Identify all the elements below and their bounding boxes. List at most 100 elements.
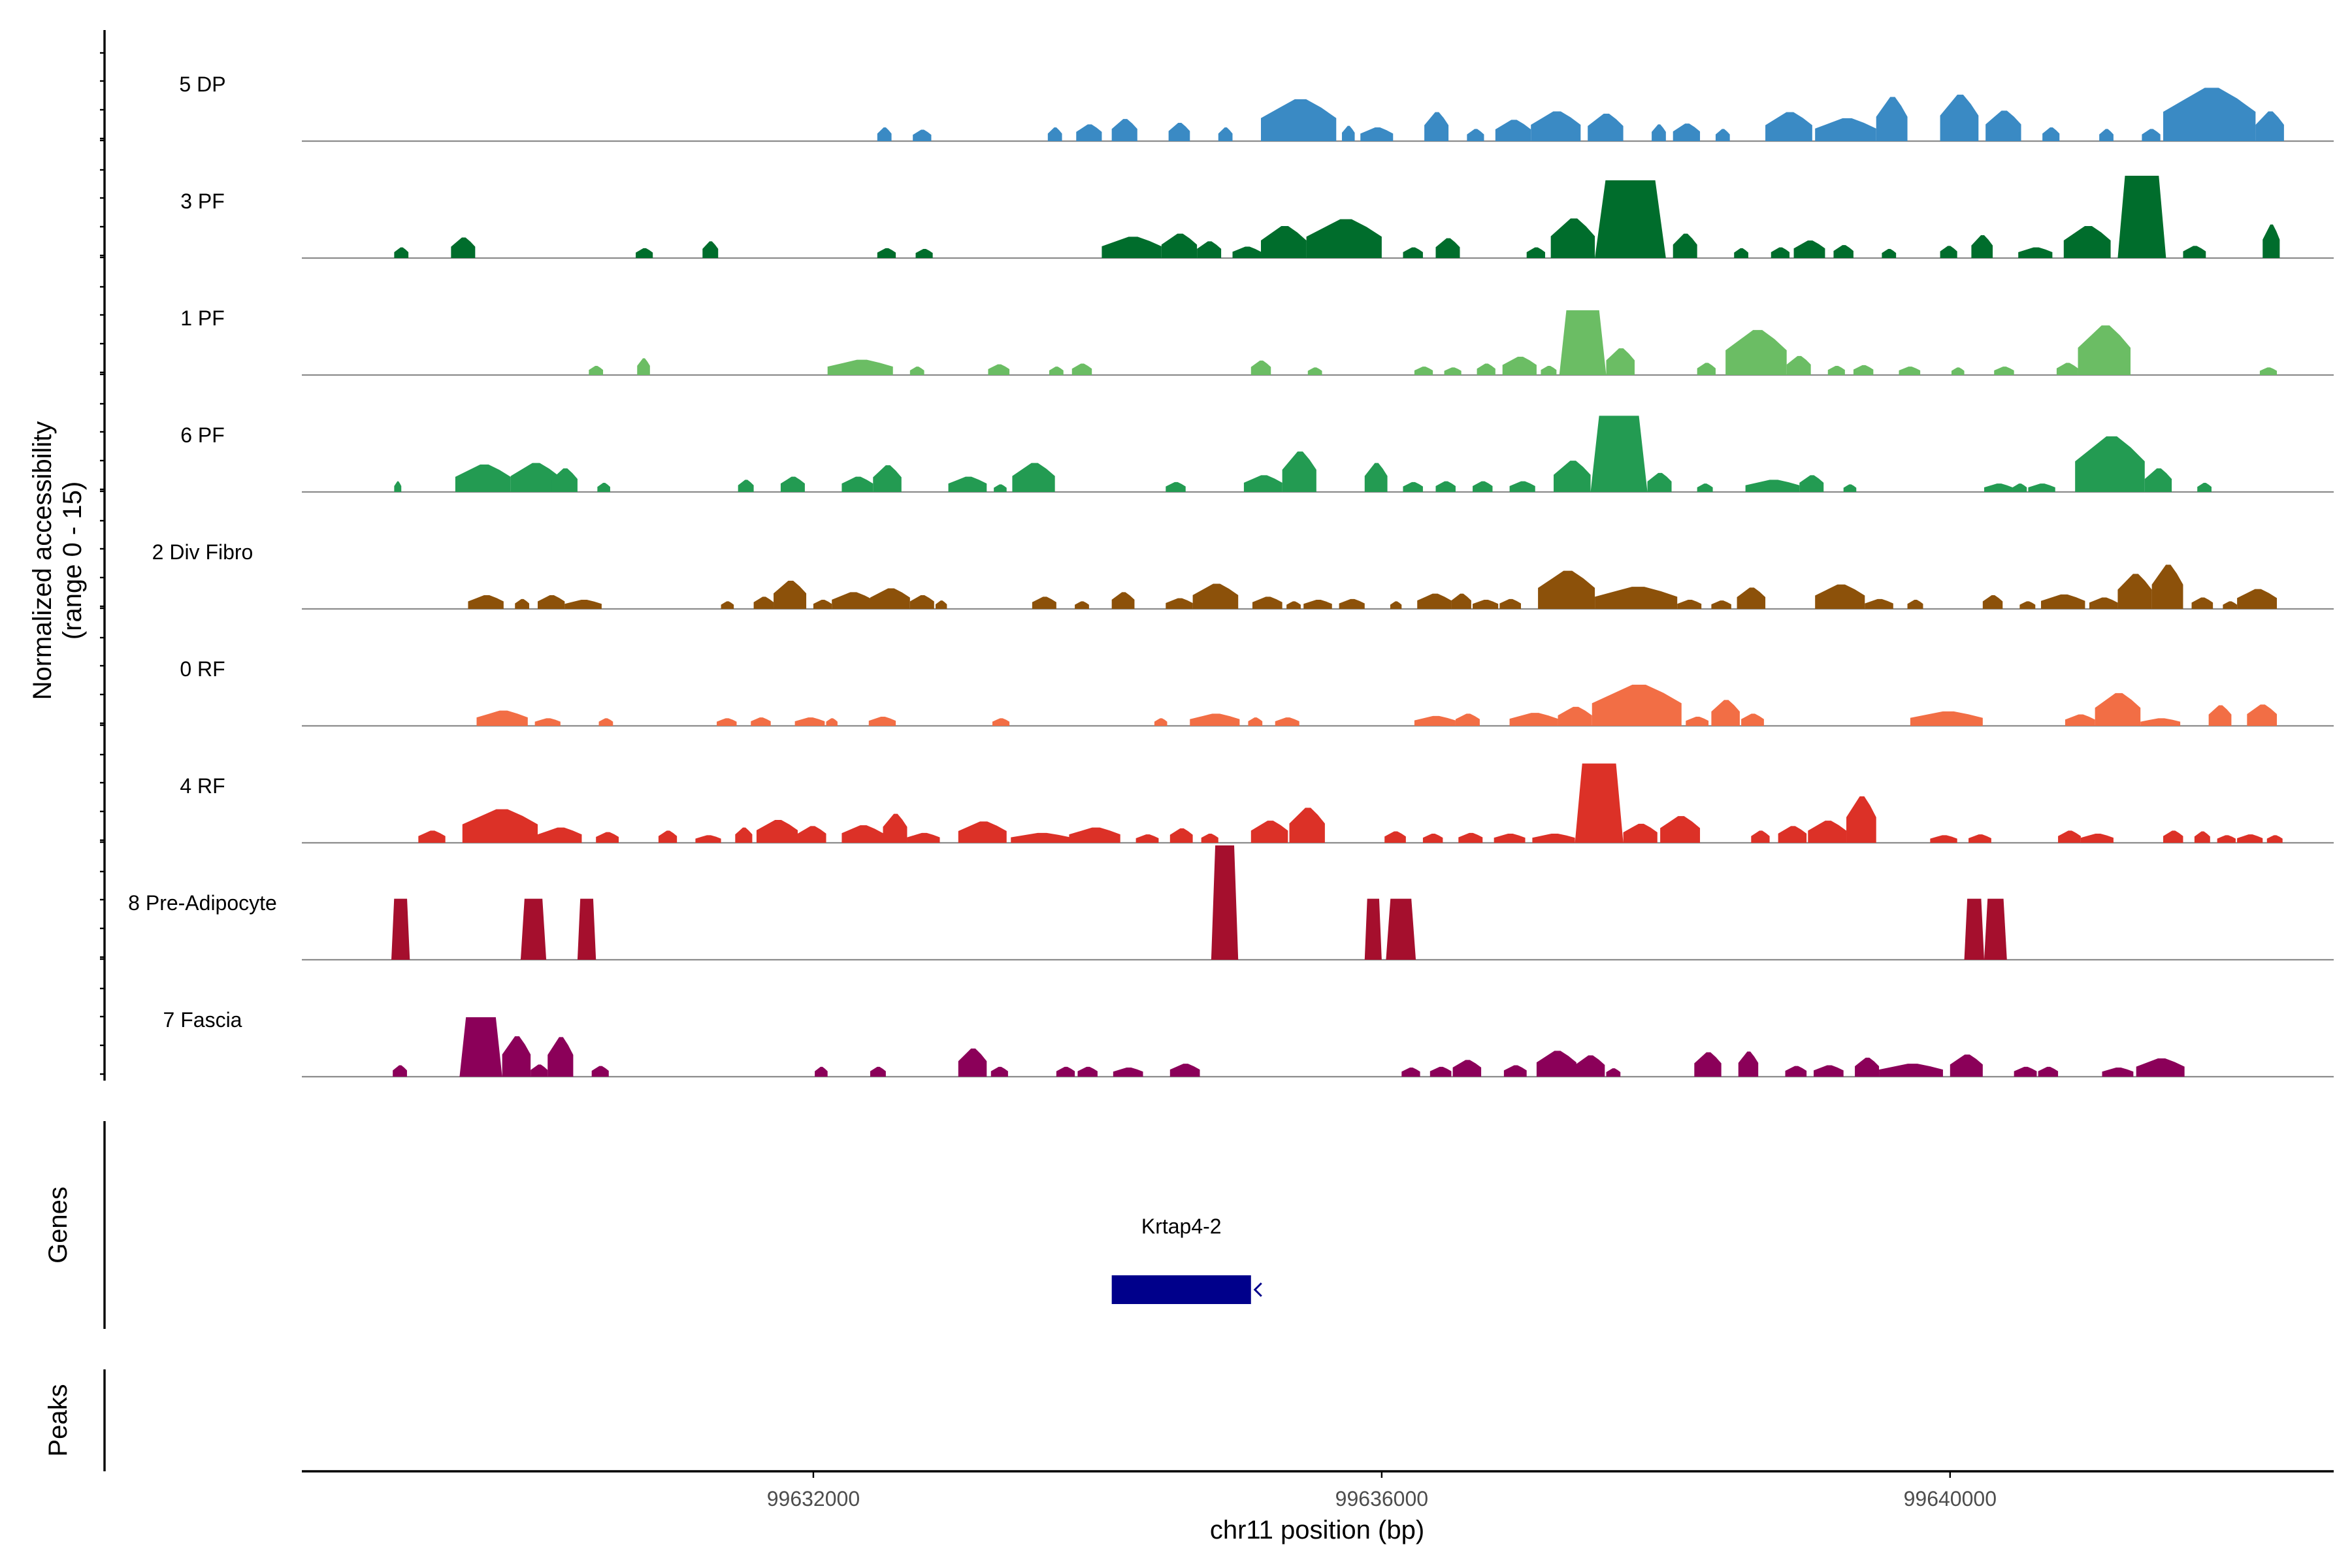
coverage-peak: [1467, 129, 1484, 141]
x-tick-label: 99632000: [767, 1487, 860, 1511]
coverage-peak: [1509, 713, 1558, 726]
coverage-peak: [958, 821, 1007, 843]
x-axis: 99632000 99636000 99640000 chr11 position …: [302, 1470, 2334, 1544]
coverage-peak: [1056, 1066, 1075, 1077]
peaks-panel-title: Peaks: [44, 1384, 73, 1456]
coverage-peak: [1592, 685, 1682, 726]
coverage-peak: [1785, 1066, 1807, 1077]
coverage-peak: [1623, 823, 1658, 843]
coverage-peak: [1532, 834, 1575, 843]
coverage-peak: [1390, 601, 1402, 609]
coverage-peak: [1275, 717, 1299, 726]
coverage-peak: [2208, 705, 2232, 726]
coverage-peak: [1166, 482, 1186, 492]
coverage-peak: [538, 827, 582, 843]
coverage-peak: [1458, 832, 1483, 843]
coverage-peak: [1559, 310, 1607, 375]
coverage-peak: [520, 898, 547, 960]
coverage-peak: [1734, 248, 1748, 258]
coverage-peak: [468, 595, 504, 609]
coverage-peak: [1558, 706, 1592, 726]
gene-track: Krtap4-2: [1111, 1215, 1262, 1304]
coverage-peak: [2151, 564, 2183, 609]
coverage-peak: [1386, 898, 1416, 960]
coverage-peak: [1968, 834, 1991, 843]
coverage-peak: [1771, 247, 1790, 258]
track-4: 6 PF: [180, 416, 2334, 493]
coverage-y-ticks: [100, 52, 105, 1075]
coverage-peak: [2012, 483, 2027, 492]
coverage-peak: [992, 718, 1010, 726]
coverage-peak: [598, 718, 613, 726]
coverage-peak: [591, 1066, 609, 1077]
coverage-peak: [958, 1048, 987, 1077]
coverage-peak: [994, 484, 1007, 492]
coverage-peak: [1536, 1051, 1576, 1077]
coverage-peak: [1660, 816, 1701, 843]
coverage-peak: [1994, 367, 2014, 375]
coverage-peak: [1012, 463, 1055, 492]
coverage-peak: [1595, 180, 1666, 258]
coverage-peak: [1575, 1055, 1605, 1077]
coverage-peak: [1531, 111, 1581, 141]
coverage-peak: [1879, 1064, 1943, 1077]
coverage-peak: [1339, 598, 1365, 609]
coverage-peak: [1930, 835, 1957, 843]
coverage-peak: [564, 600, 602, 609]
track-1: 5 DP: [179, 73, 2334, 142]
coverage-peak: [2038, 1066, 2059, 1077]
coverage-peak: [1694, 1052, 1722, 1077]
coverage-peak: [1403, 482, 1423, 492]
coverage-peak: [1473, 481, 1493, 492]
coverage-peak: [1071, 363, 1092, 375]
coverage-peak: [2144, 468, 2172, 492]
coverage-peak: [794, 717, 825, 726]
y-axis-title: Normalized accessibility: [28, 421, 57, 700]
coverage-peak: [1495, 120, 1531, 141]
coverage-peak: [1550, 218, 1595, 258]
coverage-peak: [1364, 463, 1388, 492]
coverage-peak: [1984, 898, 2007, 960]
coverage-peak: [1360, 127, 1394, 141]
coverage-peak: [2237, 834, 2263, 843]
coverage-peak: [1452, 1060, 1482, 1077]
coverage-peak: [1711, 700, 1740, 726]
coverage-peak: [909, 367, 924, 375]
coverage-peak: [1741, 713, 1764, 726]
coverage-peak: [873, 465, 902, 492]
coverage-peak: [2237, 589, 2278, 609]
coverage-peak: [2014, 1066, 2037, 1077]
coverage-peak: [551, 468, 578, 492]
coverage-peak: [1232, 246, 1262, 258]
coverage-peak: [1414, 715, 1456, 726]
coverage-peak: [1509, 481, 1535, 492]
coverage-peak: [717, 718, 737, 726]
coverage-peak: [1843, 484, 1857, 492]
coverage-peak: [2223, 601, 2238, 609]
track-label: 2 Div Fibro: [152, 540, 253, 564]
track-2: 3 PF: [180, 176, 2334, 259]
coverage-peak: [1252, 596, 1282, 609]
coverage-peak: [1876, 97, 1908, 141]
coverage-peak: [1793, 240, 1825, 258]
coverage-peak: [1286, 601, 1301, 609]
coverage-peak: [948, 476, 987, 492]
x-ticks: 99632000 99636000 99640000: [767, 1471, 1997, 1511]
coverage-peak: [1424, 112, 1449, 141]
coverage-peak: [636, 248, 653, 258]
x-axis-title: chr11 position (bp): [1210, 1516, 1424, 1544]
coverage-peak: [1161, 233, 1198, 258]
coverage-peak: [2247, 704, 2278, 726]
coverage-peak: [695, 835, 721, 843]
coverage-peak: [1211, 845, 1239, 960]
coverage-peak: [2018, 247, 2053, 258]
coverage-peak: [2102, 1068, 2134, 1077]
coverage-peak: [1403, 247, 1423, 258]
coverage-peak: [1907, 600, 1923, 609]
coverage-peak: [1697, 483, 1713, 492]
coverage-peak: [1429, 1066, 1452, 1077]
coverage-peak: [702, 241, 719, 258]
coverage-peak: [1590, 416, 1648, 492]
coverage-peak: [827, 359, 893, 375]
